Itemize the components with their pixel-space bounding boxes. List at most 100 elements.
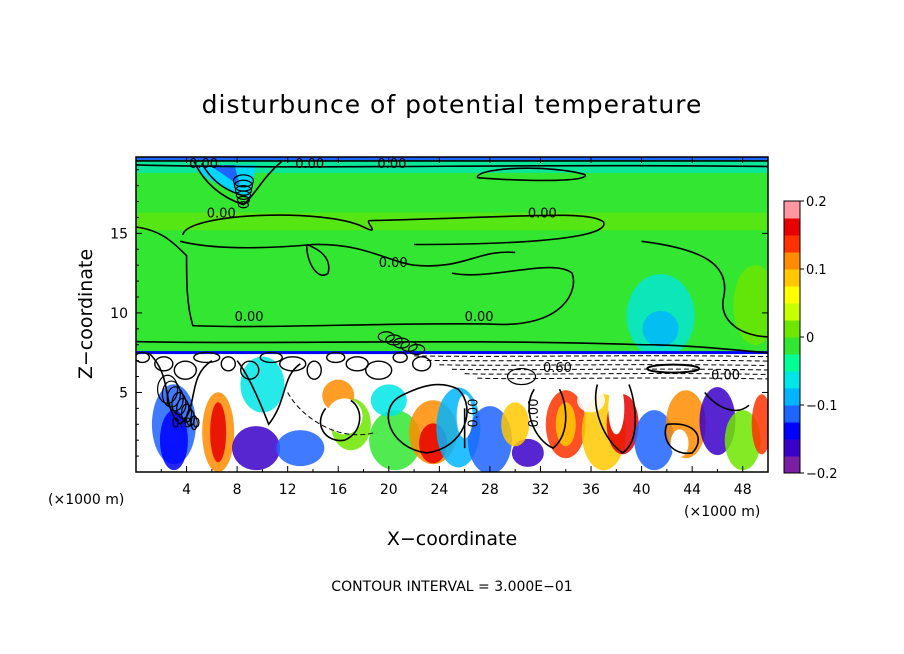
- contour-line-negative: [414, 355, 768, 358]
- y-tick-label: 5: [119, 385, 128, 401]
- colorbar-swatch: [784, 269, 800, 287]
- field-anomaly: [511, 438, 544, 467]
- colorbar-tick-label: −0.1: [806, 399, 838, 414]
- contour-line: [411, 356, 432, 372]
- x-axis-title: X−coordinate: [387, 528, 517, 550]
- field-anomaly: [159, 410, 188, 471]
- colorbar-swatch: [784, 201, 800, 219]
- field-anomaly: [467, 406, 512, 472]
- colorbar: −0.2 −0.1 0 0.1 0.2: [783, 195, 838, 482]
- colorbar-tick-label: 0.2: [806, 195, 827, 210]
- plot-frame: [135, 156, 769, 473]
- contour-line-negative: [451, 368, 768, 371]
- y-tick-label: 15: [110, 226, 128, 242]
- x-tick-label: 36: [582, 482, 600, 498]
- field-anomaly: [634, 410, 675, 471]
- contour-line: [193, 351, 221, 364]
- colorbar-tick-label: 0.1: [806, 263, 827, 278]
- contour-line: [240, 360, 260, 380]
- field-anomaly: [326, 398, 363, 435]
- contour-line-negative: [287, 392, 377, 436]
- contour-line: [136, 340, 768, 354]
- contour-label: 0.00: [528, 206, 557, 221]
- field-anomaly: [577, 388, 606, 413]
- field-anomaly: [240, 356, 285, 413]
- contour-line: [173, 360, 197, 380]
- contour-line: [220, 356, 236, 372]
- contour-line: [259, 351, 283, 364]
- contour-line: [235, 190, 252, 200]
- contour-label: 0.00: [207, 206, 236, 221]
- contour-line: [236, 195, 251, 205]
- contour-label: 0.00: [295, 157, 324, 172]
- contour-label: 0.00: [711, 369, 740, 384]
- contour-line: [148, 352, 213, 426]
- x-tick-label: 4: [182, 482, 191, 498]
- contour-line: [664, 423, 700, 455]
- colorbar-swatch: [784, 252, 800, 270]
- field-anomaly: [370, 384, 407, 417]
- colorbar-swatch: [784, 218, 800, 236]
- colorbar-swatch: [784, 405, 800, 423]
- contour-line: [306, 360, 322, 380]
- plot-area: 0.00 0.00 0.00 0.00 0.00 0.00 0.00 0.00 0.60 0.00…: [136, 157, 768, 472]
- contour-line: [161, 380, 181, 408]
- field-anomaly: [501, 402, 530, 447]
- colorbar-tick-label: 0: [806, 331, 814, 346]
- field-anomaly: [369, 410, 422, 471]
- colorbar-swatch: [784, 320, 800, 338]
- contour-line: [364, 360, 393, 380]
- contour-line-negative: [477, 377, 768, 380]
- contour-line: [326, 351, 346, 364]
- contour-line: [185, 409, 195, 427]
- contour-line: [392, 351, 408, 364]
- y-axis: 5 10 15: [110, 169, 768, 457]
- contour-label: 0.00: [466, 399, 481, 428]
- contour-label: 0.00: [235, 310, 264, 325]
- x-tick-label: 44: [683, 482, 701, 498]
- colorbar-swatch: [784, 303, 800, 321]
- contour-line: [594, 384, 636, 454]
- x-tick-label: 16: [329, 482, 347, 498]
- contour-line: [136, 351, 151, 364]
- contour-labels: 0.00 0.00 0.00 0.00 0.00 0.00 0.00 0.00 0.60 0.00…: [171, 157, 740, 431]
- contour-label: 0.00: [171, 416, 200, 431]
- x-tick-label: 12: [279, 482, 297, 498]
- x-tick-label: 48: [734, 482, 752, 498]
- colorbar-swatch: [784, 286, 800, 304]
- contour-label: 0.00: [377, 157, 406, 172]
- colorbar-swatch: [784, 235, 800, 253]
- contour-label: 0.00: [527, 399, 542, 428]
- contour-line: [232, 174, 255, 188]
- contour-line: [136, 164, 768, 168]
- field-anomaly: [210, 402, 227, 463]
- field-anomaly: [232, 426, 281, 471]
- contour-line: [136, 226, 575, 328]
- contour-line: [154, 356, 174, 372]
- field-stable-layer: [439, 354, 768, 380]
- contour-label: 0.00: [465, 310, 494, 325]
- contour-line: [506, 367, 537, 386]
- contour-label: 0.00: [189, 157, 218, 172]
- y-axis-unit: (×1000 m): [48, 492, 124, 508]
- contour-label: 0.00: [379, 256, 408, 271]
- colorbar-swatch: [784, 456, 800, 474]
- y-axis-title: Z−coordinate: [75, 249, 97, 379]
- field-anomaly: [733, 264, 768, 345]
- colorbar-swatch: [784, 388, 800, 406]
- contour-line: [234, 185, 253, 196]
- x-tick-label: 20: [380, 482, 398, 498]
- contour-line: [180, 240, 516, 267]
- contour-line: [190, 415, 198, 431]
- contour-line-negative: [464, 373, 768, 375]
- field-band: [136, 212, 768, 231]
- contour-line: [704, 391, 750, 412]
- field-band: [136, 157, 768, 161]
- contour-line: [528, 388, 567, 450]
- field-anomaly: [751, 394, 768, 455]
- y-tick-label: 10: [110, 306, 128, 322]
- x-axis-unit: (×1000 m): [684, 504, 760, 520]
- contour-line-negative: [439, 364, 768, 367]
- colorbar-swatch: [784, 439, 800, 457]
- field-anomaly: [276, 430, 325, 467]
